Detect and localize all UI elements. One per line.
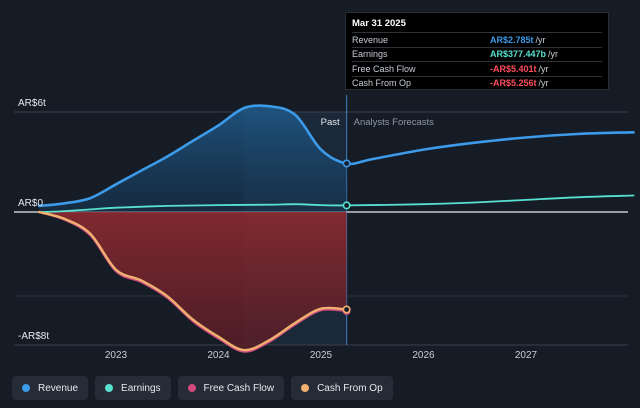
legend: Revenue Earnings Free Cash Flow Cash Fro… [12, 376, 393, 400]
tooltip-row-value: AR$2.785t [490, 34, 534, 45]
tooltip-row-earnings: Earnings AR$377.447b /yr [352, 46, 602, 62]
tooltip-row-free-cash-flow: Free Cash Flow -AR$5.401t /yr [352, 61, 602, 76]
revenue-marker [342, 159, 351, 168]
x-tick-label: 2025 [310, 350, 333, 361]
legend-label: Earnings [121, 382, 161, 394]
x-tick-label: 2024 [207, 350, 230, 361]
legend-item-earnings[interactable]: Earnings [95, 376, 171, 400]
region-label-forecast: Analysts Forecasts [354, 117, 434, 128]
tooltip-row-cash-from-op: Cash From Op -AR$5.256t /yr [352, 75, 602, 91]
legend-item-free-cash-flow[interactable]: Free Cash Flow [177, 376, 285, 400]
y-axis-label-bottom: -AR$8t [18, 331, 49, 342]
legend-label: Free Cash Flow [203, 382, 275, 394]
x-tick-label: 2027 [515, 350, 538, 361]
tooltip-row-unit: /yr [538, 78, 549, 89]
cash-from-op-marker [342, 305, 351, 314]
cash-from-op-line [37, 210, 348, 352]
tooltip-row-name: Cash From Op [352, 78, 412, 89]
tooltip-row-unit: /yr [548, 49, 559, 60]
legend-dot-icon [187, 384, 196, 392]
legend-item-cash-from-op[interactable]: Cash From Op [291, 376, 393, 400]
tooltip-row-revenue: Revenue AR$2.785t /yr [352, 32, 602, 47]
legend-dot-icon [22, 384, 30, 392]
cash-flow-area [39, 212, 347, 351]
legend-item-revenue[interactable]: Revenue [12, 376, 89, 400]
legend-dot-icon [105, 384, 114, 392]
x-tick-label: 2023 [105, 350, 128, 361]
x-tick-label: 2026 [412, 350, 435, 361]
tooltip-row-unit: /yr [535, 34, 546, 45]
tooltip-row-name: Free Cash Flow [352, 63, 416, 74]
earnings-marker [342, 201, 351, 210]
y-axis-label-top: AR$6t [18, 98, 46, 109]
y-axis-label-zero: AR$0 [18, 198, 43, 209]
legend-dot-icon [301, 384, 310, 392]
region-label-past: Past [321, 117, 340, 128]
tooltip-row-value: AR$377.447b [490, 49, 547, 60]
tooltip-row-unit: /yr [538, 63, 549, 74]
earnings-line [38, 194, 635, 213]
tooltip-row-value: -AR$5.401t [490, 63, 537, 74]
tooltip-date: Mar 31 2025 [352, 18, 406, 29]
revenue-line [37, 104, 635, 208]
legend-label: Cash From Op [317, 382, 383, 394]
tooltip-row-value: -AR$5.256t [490, 78, 537, 89]
legend-label: Revenue [38, 382, 79, 394]
tooltip-row-name: Earnings [352, 49, 388, 60]
tooltip-row-name: Revenue [352, 34, 389, 45]
tooltip: Mar 31 2025 Revenue AR$2.785t /yr Earnin… [345, 12, 609, 90]
